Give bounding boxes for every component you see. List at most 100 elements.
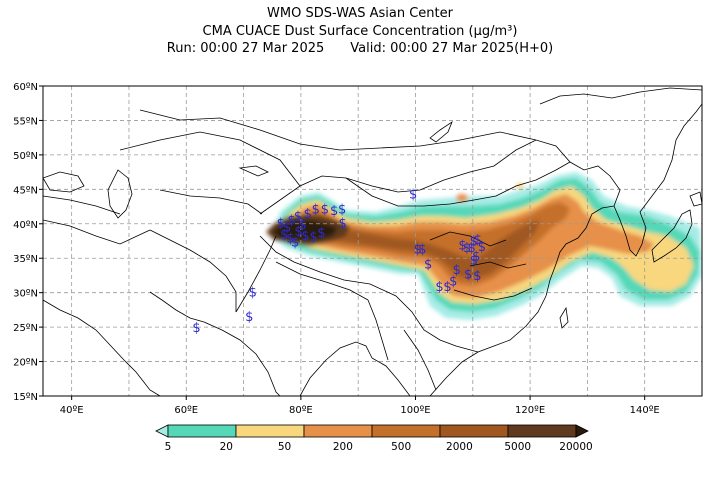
station-marker: $	[458, 238, 466, 253]
coastline-east-china	[549, 205, 615, 281]
station-marker: $	[449, 274, 457, 289]
station-marker: $	[409, 187, 417, 202]
station-marker: $	[192, 321, 200, 336]
lon-tick-label: 100ºE	[400, 405, 430, 416]
station-marker: $	[453, 263, 461, 278]
black-sea	[43, 171, 85, 193]
station-marker: $	[472, 249, 480, 264]
dust-level-20000	[272, 220, 338, 240]
border-central-asia	[159, 189, 263, 215]
border-pakistan-india	[235, 235, 277, 313]
station-marker: $	[312, 203, 320, 218]
lon-tick-label: 40ºE	[60, 405, 84, 416]
coastline-bay-of-bengal	[299, 341, 373, 396]
lat-tick-label: 45ºN	[13, 185, 38, 196]
station-marker: $	[304, 207, 312, 222]
station-marker: $	[249, 285, 257, 300]
map-title: WMO SDS-WAS Asian Center	[267, 6, 453, 21]
colorbar-label: 200	[333, 441, 353, 453]
station-marker: $	[294, 225, 302, 240]
coastline-india	[203, 321, 281, 396]
station-marker: $	[321, 203, 329, 218]
colorbar-segment	[507, 424, 577, 438]
coastline-persian-gulf	[149, 291, 205, 323]
colorbar-label: 20000	[559, 441, 592, 453]
japan-hokkaido	[689, 191, 702, 207]
station-marker: $	[301, 229, 309, 244]
station-marker: $	[424, 258, 432, 273]
lon-tick-label: 120ºE	[515, 405, 545, 416]
station-marker: $	[283, 221, 291, 236]
run-time: Run: 00:00 27 Mar 2025	[166, 41, 325, 56]
station-marker: $	[298, 218, 306, 233]
station-marker: $	[464, 267, 472, 282]
map-grid	[43, 86, 702, 396]
station-marker: $	[277, 216, 285, 231]
colorbar-extend-high	[575, 424, 589, 438]
station-markers: $$$$$$ $ $ $ $$$ $$ $ $ $$$$$$$ $$$$$$$$$$$$$$$$	[192, 187, 486, 336]
colorbar-extend-low	[155, 424, 169, 438]
station-marker: $	[414, 243, 422, 258]
border-kazakhstan	[119, 131, 301, 187]
lat-tick-label: 50ºN	[13, 151, 38, 162]
lat-tick-label: 60ºN	[13, 82, 38, 93]
country-borders	[43, 87, 702, 396]
station-marker: $	[339, 216, 347, 231]
lat-tick-label: 55ºN	[13, 116, 38, 127]
border-russia-south	[139, 109, 537, 151]
colorbar-label: 20	[220, 441, 233, 453]
station-marker: $	[338, 203, 346, 218]
lake-baikal	[429, 120, 453, 143]
border-laos-vietnam	[403, 329, 437, 391]
station-marker: $	[467, 241, 475, 256]
station-marker: $	[245, 310, 253, 325]
border-middle-east	[43, 219, 151, 245]
lat-tick-label: 30ºN	[13, 289, 38, 300]
station-marker: $	[291, 236, 299, 251]
colorbar-label: 500	[391, 441, 411, 453]
station-marker: $	[294, 210, 302, 225]
station-marker: $	[478, 240, 486, 255]
valid-time: Valid: 00:00 27 Mar 2025(H+0)	[350, 41, 554, 56]
japan-honshu	[651, 209, 693, 263]
coastline-arabia	[43, 299, 161, 396]
coastline-russia-east	[639, 103, 702, 213]
colorbar-label: 5000	[504, 441, 531, 453]
lon-tick-label: 60ºE	[174, 405, 198, 416]
border-iran-afghan	[149, 229, 237, 312]
border-turkey	[43, 195, 121, 215]
station-marker: $	[474, 233, 482, 248]
station-marker: $	[418, 243, 426, 258]
lon-tick-label: 80ºE	[289, 405, 313, 416]
arctic-coast	[539, 87, 702, 105]
colorbar-segment	[439, 424, 509, 438]
run-valid-line: Run: 00:00 27 Mar 2025 Valid: 00:00 27 Ma…	[0, 41, 720, 57]
border-india-nepal	[275, 261, 369, 301]
province-lines-2	[469, 261, 527, 269]
lat-tick-label: 40ºN	[13, 220, 38, 231]
province-lines-3	[453, 287, 533, 301]
station-marker: $	[443, 280, 451, 295]
dust-level-2000	[292, 214, 540, 280]
colorbar-segment	[167, 424, 237, 438]
coastline-south-china	[429, 279, 551, 396]
lat-tick-label: 15ºN	[13, 392, 38, 403]
station-marker: $	[470, 234, 478, 249]
station-marker: $	[317, 226, 325, 241]
colorbar-label: 2000	[446, 441, 473, 453]
colorbar-label: 5	[165, 441, 172, 453]
station-marker: $	[280, 227, 288, 242]
colorbar-segment	[371, 424, 441, 438]
lat-tick-label: 35ºN	[13, 254, 38, 265]
border-china-south	[259, 235, 479, 353]
station-marker: $	[330, 204, 338, 219]
lake-balkhash	[238, 165, 269, 177]
caspian-sea	[107, 169, 133, 219]
colorbar-segment	[303, 424, 373, 438]
province-lines-1	[429, 231, 507, 247]
border-mongolia-south	[345, 161, 571, 207]
lat-tick-label: 25ºN	[13, 323, 38, 334]
map-subtitle: CMA CUACE Dust Surface Concentration (μg…	[202, 24, 518, 39]
station-marker: $	[463, 241, 471, 256]
